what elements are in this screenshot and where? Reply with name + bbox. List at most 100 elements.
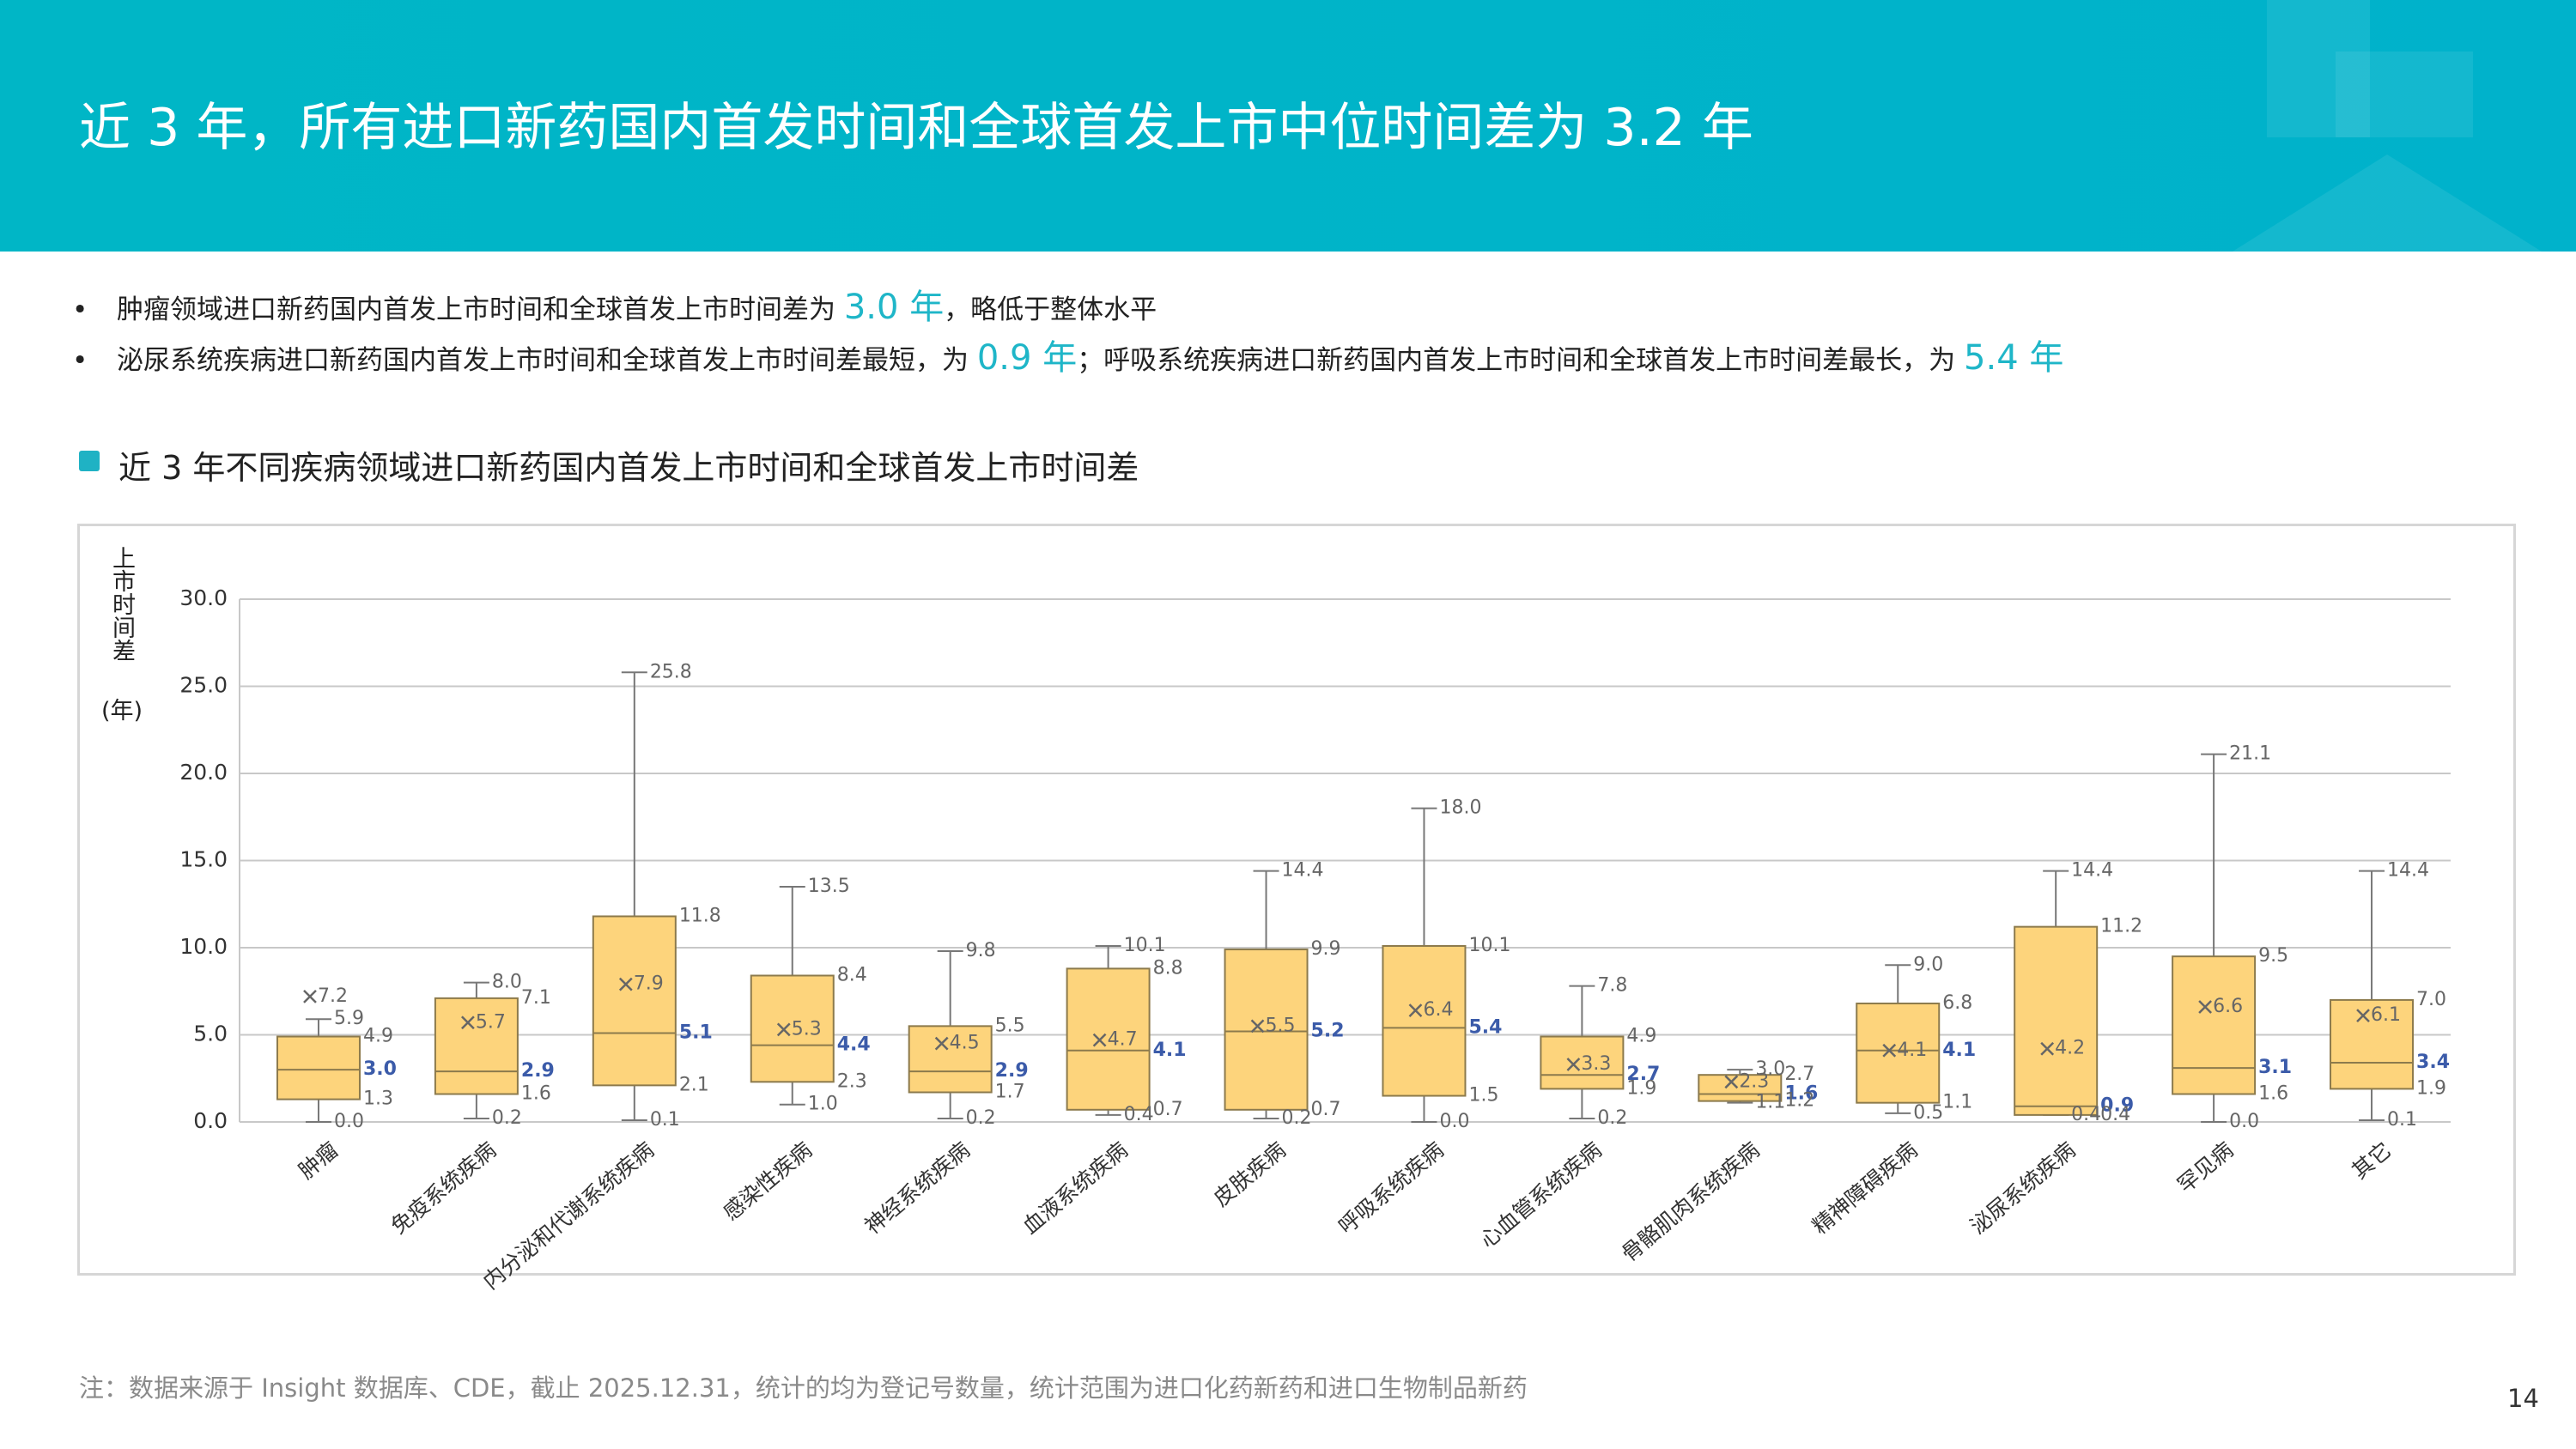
max-label: 25.8 xyxy=(650,661,692,682)
min-label: 0.5 xyxy=(1913,1102,1943,1124)
mean-marker xyxy=(934,1036,949,1051)
page-number: 14 xyxy=(2507,1384,2539,1413)
max-label: 21.1 xyxy=(2229,743,2271,765)
whisker-lower xyxy=(1411,1095,1437,1123)
q3-label: 11.2 xyxy=(2100,916,2142,937)
max-label: 14.4 xyxy=(2071,860,2113,882)
q1-label: 0.7 xyxy=(1153,1099,1183,1120)
max-label: 13.5 xyxy=(808,876,850,897)
mean-marker xyxy=(776,1022,791,1037)
mean-label: 3.3 xyxy=(1581,1053,1611,1075)
bullet-text: ，略低于整体水平 xyxy=(944,294,1157,325)
mean-marker xyxy=(618,977,633,991)
whisker-upper xyxy=(1253,870,1279,950)
x-tick-label: 神经系统疾病 xyxy=(860,1137,975,1240)
highlight: 0.9 年 xyxy=(976,338,1078,378)
mean-marker xyxy=(2198,1000,2212,1014)
median-label: 1.6 xyxy=(1784,1083,1818,1105)
mean-label: 5.7 xyxy=(476,1011,506,1033)
mean-label: 4.2 xyxy=(2055,1038,2085,1059)
q1-label: 0.7 xyxy=(1311,1099,1341,1120)
box xyxy=(2172,955,2257,1095)
whisker-lower xyxy=(1253,1109,1279,1119)
whisker-upper xyxy=(937,950,963,1027)
q3-label: 8.4 xyxy=(837,964,867,985)
min-label: 0.2 xyxy=(492,1107,522,1129)
max-label: 3.0 xyxy=(1755,1058,1785,1080)
q3-label: 8.8 xyxy=(1153,957,1183,979)
mean-label: 6.1 xyxy=(2371,1004,2401,1026)
box xyxy=(434,997,519,1095)
whisker-lower xyxy=(621,1085,647,1121)
min-label: 0.4 xyxy=(1124,1104,1154,1125)
chart-title: 近 3 年不同疾病领域进口新药国内首发上市时间和全球首发上市时间差 xyxy=(118,449,1139,487)
q1-label: 1.2 xyxy=(1784,1090,1814,1112)
min-label: 0.2 xyxy=(1597,1107,1627,1129)
bullet-text: 肿瘤领域进口新药国内首发上市时间和全球首发上市时间差为 xyxy=(117,294,844,325)
q1-label: 1.7 xyxy=(995,1081,1025,1102)
q3-label: 2.7 xyxy=(1784,1064,1814,1085)
whisker-lower xyxy=(1569,1088,1595,1119)
median-label: 3.0 xyxy=(363,1058,397,1080)
min-label: 0.0 xyxy=(2229,1111,2259,1132)
q1-label: 2.3 xyxy=(837,1070,867,1092)
x-tick-label: 内分泌和代谢系统疾病 xyxy=(478,1137,659,1294)
mean-label: 5.3 xyxy=(792,1018,822,1040)
mean-marker xyxy=(303,989,317,1003)
bullet-list: 肿瘤领域进口新药国内首发上市时间和全球首发上市时间差为 3.0 年，略低于整体水… xyxy=(72,283,2063,385)
max-label: 10.1 xyxy=(1124,935,1166,956)
highlight: 3.0 年 xyxy=(843,288,945,327)
y-tick-label: 10.0 xyxy=(179,934,228,959)
whisker-upper xyxy=(463,981,489,998)
q3-label: 5.5 xyxy=(995,1015,1025,1036)
mean-marker xyxy=(1566,1058,1581,1071)
mean-label: 2.3 xyxy=(1739,1070,1769,1092)
max-label: 7.8 xyxy=(1597,975,1627,997)
mean-label: 4.7 xyxy=(1108,1029,1138,1051)
median-label: 5.1 xyxy=(679,1022,713,1043)
header: 近 3 年，所有进口新药国内首发时间和全球首发上市中位时间差为 3.2 年 xyxy=(0,0,2576,252)
box xyxy=(2330,998,2415,1090)
mean-label: 4.1 xyxy=(1897,1040,1927,1061)
whisker-upper xyxy=(2359,870,2385,1000)
median-label: 4.4 xyxy=(837,1034,871,1056)
y-axis-unit: (年) xyxy=(101,698,143,724)
y-tick-label: 20.0 xyxy=(179,760,228,785)
x-tick-label: 免疫系统疾病 xyxy=(386,1137,501,1240)
box xyxy=(2014,925,2099,1116)
q1-label: 2.1 xyxy=(679,1074,709,1095)
whisker-upper xyxy=(1095,944,1121,969)
bullet: 泌尿系统疾病进口新药国内首发上市时间和全球首发上市时间差最短，为 0.9 年；呼… xyxy=(72,334,2063,385)
highlight: 5.4 年 xyxy=(1964,338,2064,378)
median-label: 3.4 xyxy=(2416,1052,2450,1073)
q1-label: 1.6 xyxy=(521,1083,551,1105)
q1-label: 1.3 xyxy=(363,1088,393,1110)
q1-label: 1.9 xyxy=(1626,1077,1656,1099)
q3-label: 4.9 xyxy=(1626,1026,1656,1047)
whisker-lower xyxy=(1885,1102,1911,1114)
box xyxy=(750,974,835,1083)
median-label: 3.1 xyxy=(2258,1057,2292,1078)
max-label: 5.9 xyxy=(334,1008,364,1029)
q3-label: 9.5 xyxy=(2258,945,2288,967)
whisker-upper xyxy=(1569,985,1595,1037)
max-label: 9.0 xyxy=(1913,954,1943,975)
min-label: 0.2 xyxy=(1282,1107,1312,1129)
x-tick-label: 其它 xyxy=(2347,1137,2396,1184)
max-label: 14.4 xyxy=(2387,860,2429,882)
median-label: 0.9 xyxy=(2100,1095,2134,1117)
y-tick-label: 5.0 xyxy=(193,1022,228,1046)
q3-label: 7.1 xyxy=(521,987,551,1009)
whisker-upper xyxy=(779,885,805,976)
q1-label: 0.4 xyxy=(2100,1104,2130,1125)
min-label: 0.0 xyxy=(334,1111,364,1132)
q3-label: 4.9 xyxy=(363,1026,393,1047)
box xyxy=(276,1035,361,1100)
whisker-upper xyxy=(305,1018,331,1037)
whisker-upper xyxy=(2201,753,2227,957)
q3-label: 7.0 xyxy=(2416,989,2446,1010)
whisker-lower xyxy=(463,1094,489,1119)
mean-label: 5.5 xyxy=(1266,1015,1296,1036)
whisker-lower xyxy=(937,1092,963,1119)
